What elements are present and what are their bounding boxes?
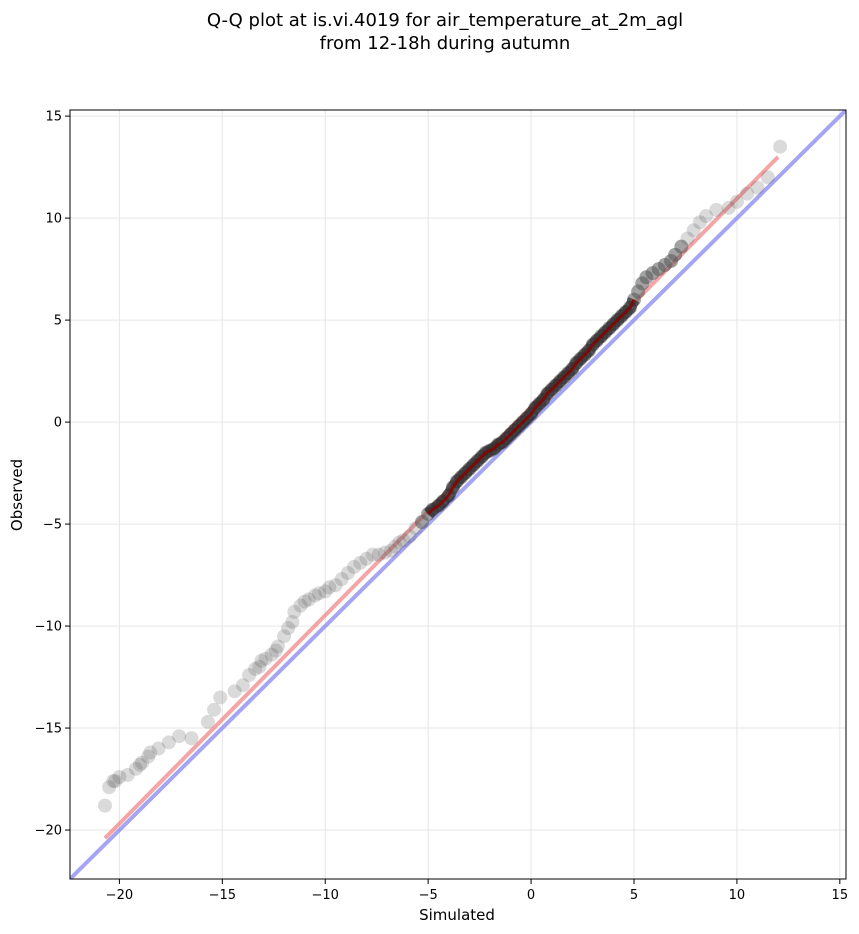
y-tick-label: 10 (45, 212, 62, 227)
data-point (281, 621, 296, 636)
data-point (340, 566, 355, 581)
data-point (692, 215, 707, 230)
data-point (97, 798, 112, 813)
y-axis-ticks: −20 −15 −10 −5 0 5 10 15 (35, 110, 70, 839)
data-point (721, 200, 736, 215)
x-tick-label: 10 (729, 888, 746, 903)
x-tick-label: 5 (630, 888, 638, 903)
data-point (248, 661, 263, 676)
data-point (750, 180, 765, 195)
data-point (151, 741, 166, 756)
data-point (307, 588, 322, 603)
x-axis-label: Simulated (419, 906, 495, 924)
data-point (322, 580, 337, 595)
data-point (293, 598, 308, 613)
data-point (207, 702, 222, 717)
data-point (258, 651, 273, 666)
data-point (301, 592, 316, 607)
data-point (674, 239, 689, 254)
data-point (353, 555, 368, 570)
y-tick-label: −15 (35, 722, 62, 737)
data-point (699, 209, 714, 224)
data-point (252, 659, 267, 674)
data-point (264, 647, 279, 662)
x-tick-label: −20 (106, 888, 133, 903)
data-point (108, 774, 123, 789)
y-axis-label: Observed (8, 459, 26, 531)
data-point (347, 559, 362, 574)
data-point (242, 668, 257, 683)
data-point (686, 223, 701, 238)
center-fit-core (427, 299, 636, 515)
y-tick-label: −20 (35, 824, 62, 839)
x-tick-label: −15 (209, 888, 236, 903)
x-axis-ticks: −20 −15 −10 −5 0 5 10 15 (106, 879, 848, 903)
data-point (760, 170, 775, 185)
y-tick-label: −10 (35, 620, 62, 635)
data-point (132, 757, 147, 772)
data-point (334, 572, 349, 587)
data-point (268, 643, 283, 658)
data-point (141, 749, 156, 764)
data-point (709, 202, 724, 217)
dense-center-overlay (423, 297, 640, 519)
reference-lines (70, 110, 846, 879)
data-point (287, 604, 302, 619)
data-point (285, 614, 300, 629)
data-point (277, 629, 292, 644)
data-point (254, 653, 269, 668)
x-tick-label: 0 (527, 888, 535, 903)
data-point (184, 731, 199, 746)
data-point (235, 678, 250, 693)
data-point (773, 139, 788, 154)
grid (70, 110, 846, 879)
data-point (102, 780, 117, 795)
data-point (377, 545, 392, 560)
data-point (161, 735, 176, 750)
data-point (318, 584, 333, 599)
identity-line (70, 110, 846, 879)
x-tick-label: 15 (832, 888, 849, 903)
data-point (270, 639, 285, 654)
data-point (729, 194, 744, 209)
data-point (112, 770, 127, 785)
data-point (172, 729, 187, 744)
data-point (402, 529, 417, 544)
y-tick-label: −5 (43, 518, 62, 533)
data-point (143, 745, 158, 760)
data-point (740, 186, 755, 201)
data-point (128, 761, 143, 776)
data-point (371, 547, 386, 562)
plot-frame (69, 109, 847, 880)
data-point (365, 547, 380, 562)
y-tick-label: 5 (54, 314, 62, 329)
data-point (680, 231, 695, 246)
data-point (328, 578, 343, 593)
data-points (97, 139, 788, 813)
x-tick-label: −5 (419, 888, 438, 903)
y-tick-label: 0 (54, 416, 62, 431)
chart-title-line-1: Q-Q plot at is.vi.4019 for air_temperatu… (207, 10, 683, 31)
data-point (106, 774, 121, 789)
data-point (297, 594, 312, 609)
x-tick-label: −10 (312, 888, 339, 903)
data-point (200, 714, 215, 729)
data-point (135, 755, 150, 770)
data-point (312, 586, 327, 601)
y-tick-label: 15 (45, 110, 62, 125)
data-point (227, 684, 242, 699)
data-point (392, 535, 407, 550)
data-point (213, 690, 228, 705)
data-point (384, 543, 399, 558)
data-point (359, 551, 374, 566)
data-point (396, 533, 411, 548)
data-point (120, 767, 135, 782)
chart-title-line-2: from 12-18h during autumn (320, 33, 571, 54)
data-point (388, 539, 403, 554)
